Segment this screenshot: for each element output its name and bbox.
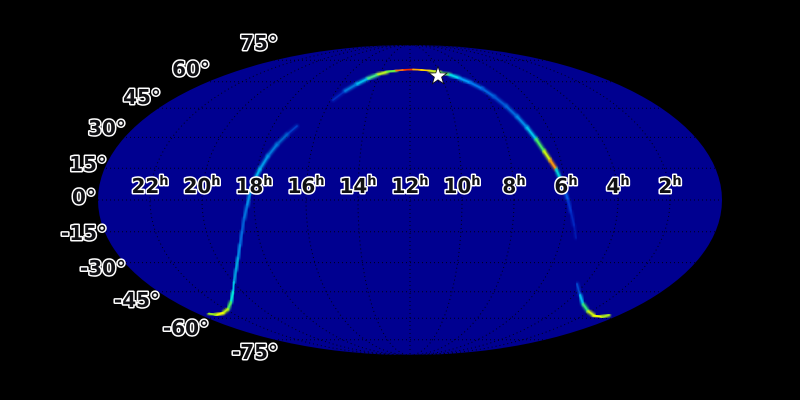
ring-segment-top-arc: [535, 138, 545, 152]
ring-segment-top-arc: [386, 69, 397, 73]
ring-segment-top-arc: [356, 77, 369, 85]
dec-label: -15°: [61, 221, 107, 245]
ring-segment-left-arc: [243, 205, 248, 220]
dec-label: 75°: [240, 31, 278, 55]
ra-label: 2h: [658, 174, 681, 198]
ring-segment-top-arc: [555, 168, 561, 179]
ring-segment-top-arc: [505, 105, 518, 118]
ring-segment-top-arc: [543, 150, 551, 161]
ring-segment-top-arc: [377, 71, 388, 76]
ring-segment-top-arc: [458, 77, 471, 84]
dec-label: 0°: [72, 185, 96, 209]
ring-segment-right-edge-hook: [587, 310, 595, 317]
ra-label: 20h: [183, 174, 220, 198]
dec-axis-labels: 75° 60° 45° 30° 15° 0° -15° -30° -45°-60° -75°: [59, 30, 279, 366]
ring-segment-top-arc: [481, 87, 495, 98]
ring-segment-left-arc: [286, 125, 298, 136]
ra-label: 8h: [502, 174, 525, 198]
dec-label: -30°: [80, 256, 126, 280]
ring-segment-left-arc: [241, 218, 245, 233]
ring-segment-right-edge-hook: [593, 314, 603, 318]
ra-label: 18h: [235, 174, 272, 198]
dec-label: 15°: [69, 152, 107, 176]
ring-segment-left-arc: [208, 312, 217, 316]
ring-segment-top-arc: [420, 68, 431, 72]
dec-label: -75°: [232, 340, 278, 364]
ring-segment-right-edge-hook: [582, 303, 589, 312]
dec-label: -45°: [114, 288, 160, 312]
ra-label: 10h: [443, 174, 480, 198]
ring-segment-left-arc: [237, 244, 241, 259]
ra-label: 16h: [287, 174, 324, 198]
ring-segment-top-arc: [395, 68, 405, 72]
ring-segment-left-arc: [215, 312, 224, 316]
ring-segment-top-arc: [567, 199, 572, 213]
ring-segment-top-arc: [449, 73, 460, 79]
ring-segment-top-arc: [493, 95, 507, 107]
ring-segment-top-arc: [367, 73, 379, 80]
ring-segment-top-arc: [549, 159, 557, 170]
ring-segment-top-arc: [516, 115, 528, 129]
meridian-line: [201, 45, 619, 355]
ring-segment-left-arc: [233, 269, 237, 283]
ring-segment-right-edge-hook: [576, 283, 581, 296]
star-marker: [427, 65, 449, 85]
ring-segment-top-arc: [344, 83, 358, 92]
probability-ring: [207, 67, 611, 319]
ring-segment-top-arc: [570, 211, 575, 226]
dec-label: 45°: [123, 85, 161, 109]
ra-label: 14h: [339, 174, 376, 198]
ring-segment-left-arc: [249, 180, 255, 194]
ring-segment-top-arc: [332, 90, 346, 101]
dec-label: -60°: [163, 316, 209, 340]
ring-segment-right-edge-hook: [579, 294, 584, 305]
meridian-line: [305, 45, 515, 355]
ring-segment-left-arc: [259, 155, 269, 170]
ring-segment-left-arc: [253, 168, 261, 182]
ring-segment-left-arc: [227, 301, 232, 310]
ra-label: 12h: [391, 174, 428, 198]
ring-segment-left-arc: [239, 231, 243, 246]
ring-segment-left-arc: [230, 291, 234, 303]
ring-segment-left-arc: [235, 257, 239, 271]
dec-label: 30°: [88, 116, 126, 140]
ring-segment-top-arc: [526, 126, 537, 140]
meridian-line: [149, 45, 671, 355]
ring-segment-right-edge-hook: [601, 314, 610, 318]
ring-segment-top-arc: [573, 224, 577, 239]
ring-segment-left-arc: [267, 143, 278, 157]
ring-segment-top-arc: [559, 177, 565, 189]
ra-label: 22h: [131, 174, 168, 198]
ra-label: 4h: [606, 174, 629, 198]
meridian-line: [357, 45, 463, 355]
ring-segment-top-arc: [563, 187, 569, 201]
dec-label: 60°: [172, 57, 210, 81]
ra-axis-labels: 22h 20h 18h 16h 14h 12h 10h 8h 6h 4h 2h: [130, 173, 683, 200]
ring-segment-left-arc: [276, 133, 288, 146]
ra-label: 6h: [554, 174, 577, 198]
ring-segment-left-arc: [246, 192, 251, 207]
ring-segment-left-arc: [232, 281, 235, 293]
ring-segment-left-arc: [222, 308, 229, 314]
ring-segment-top-arc: [469, 81, 483, 90]
ring-segment-top-arc: [572, 223, 578, 240]
ring-segment-top-arc: [576, 238, 577, 250]
